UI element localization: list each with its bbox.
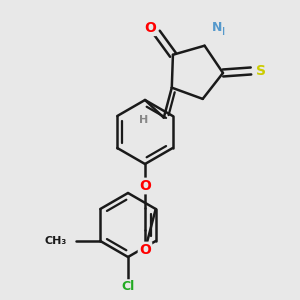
Text: Cl: Cl xyxy=(122,280,135,293)
Text: H: H xyxy=(139,115,148,125)
Text: CH₃: CH₃ xyxy=(44,236,66,246)
Text: N: N xyxy=(212,21,222,34)
Text: O: O xyxy=(144,21,156,35)
Text: H: H xyxy=(216,27,225,37)
Text: O: O xyxy=(139,243,151,257)
Text: O: O xyxy=(139,179,151,193)
Text: S: S xyxy=(256,64,266,78)
